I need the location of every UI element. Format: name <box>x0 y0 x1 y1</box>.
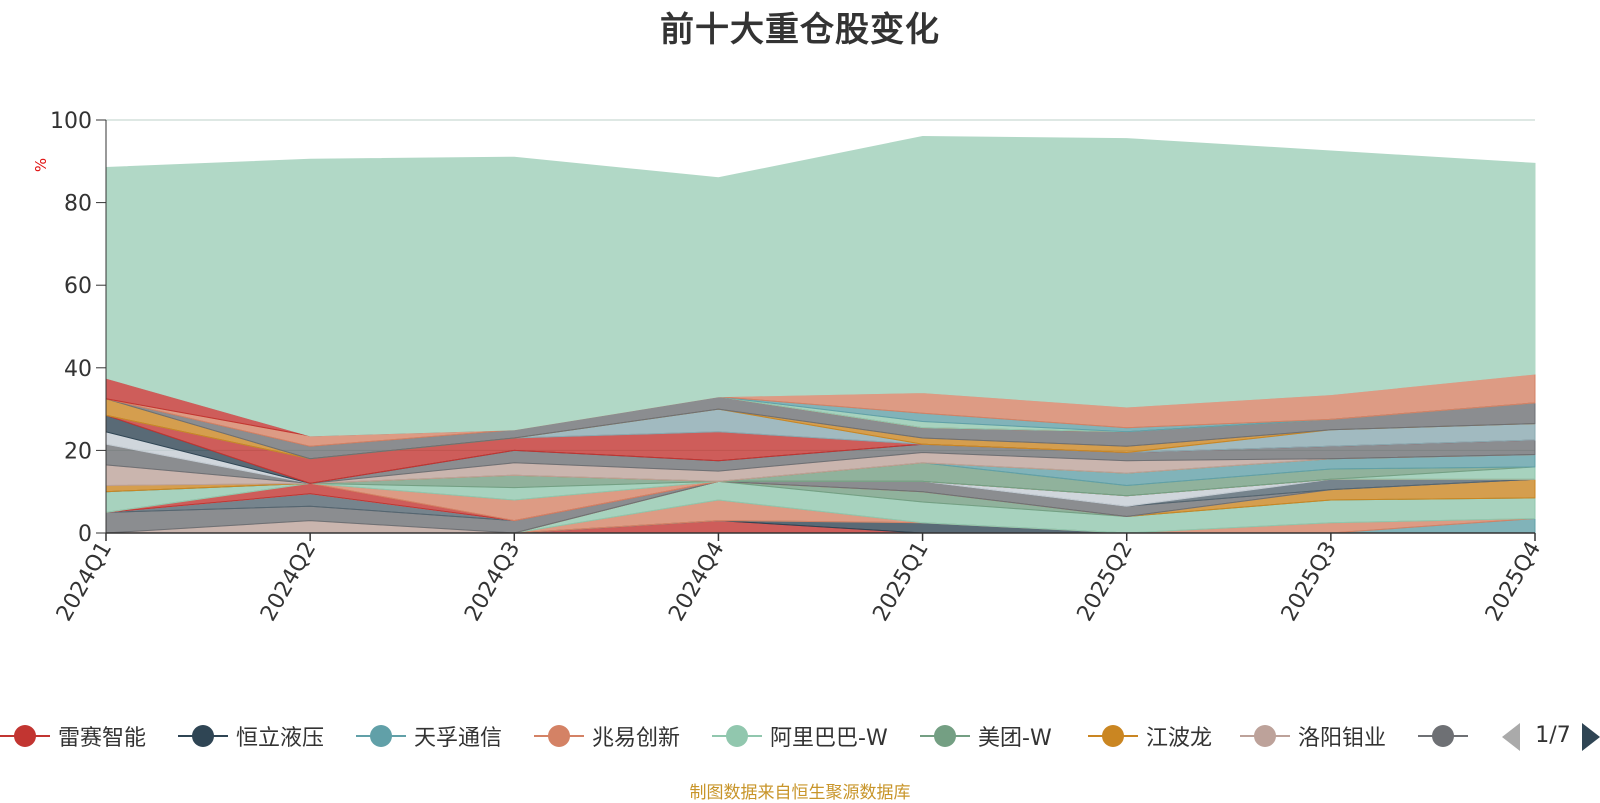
legend-marker-icon <box>356 725 406 747</box>
legend-marker-icon <box>920 725 970 747</box>
legend-marker-icon <box>178 725 228 747</box>
legend-label: 兆易创新 <box>592 726 681 751</box>
stacked-area-chart: 0 20 40 60 80 100 2024Q1 2024Q2 2024Q3 2024Q4 2025… <box>32 109 1546 626</box>
legend-page-indicator: 1/7 <box>1535 723 1571 748</box>
x-tick-label: 2025Q4 <box>1481 538 1546 626</box>
legend-marker-icon <box>1088 725 1138 747</box>
legend-item[interactable]: 美的集团 <box>1418 712 1472 760</box>
legend-pager: 1/7 <box>1500 720 1600 752</box>
y-tick-label: 100 <box>50 109 92 134</box>
x-tick-label: 2024Q1 <box>52 538 117 626</box>
y-tick-label: 60 <box>64 274 92 299</box>
legend-items: 雷赛智能 恒立液压 天孚通信 兆易创新 阿里巴巴-W 美团-W 江波龙 洛阳钼业 美的集团 <box>0 712 1472 760</box>
legend-item[interactable]: 兆易创新 <box>534 712 680 760</box>
legend-label: 恒立液压 <box>236 726 325 751</box>
y-tick-label: 40 <box>64 357 92 382</box>
legend-label: 雷赛智能 <box>58 726 147 751</box>
legend-item[interactable]: 阿里巴巴-W <box>712 712 888 760</box>
source-note: 制图数据来自恒生聚源数据库 <box>689 783 911 803</box>
legend-label: 天孚通信 <box>414 726 503 751</box>
x-tick-label: 2025Q2 <box>1073 538 1138 626</box>
legend-marker-icon <box>1418 725 1468 747</box>
legend-marker-icon <box>1240 725 1290 747</box>
legend-item[interactable]: 美团-W <box>920 712 1052 760</box>
legend-item[interactable]: 江波龙 <box>1088 712 1212 760</box>
legend-item[interactable]: 雷赛智能 <box>0 712 146 760</box>
x-tick-label: 2024Q3 <box>460 538 525 626</box>
legend-item[interactable]: 恒立液压 <box>178 712 324 760</box>
legend-label: 洛阳钼业 <box>1298 726 1387 751</box>
legend-marker-icon <box>534 725 584 747</box>
x-tick-label: 2025Q1 <box>868 538 933 626</box>
legend-prev-page-icon[interactable] <box>1502 723 1520 751</box>
legend-label: 江波龙 <box>1146 726 1213 751</box>
x-tick-label: 2024Q4 <box>664 538 729 626</box>
x-tick-label: 2025Q3 <box>1277 538 1342 626</box>
legend-item[interactable]: 天孚通信 <box>356 712 502 760</box>
y-tick-label: 0 <box>78 522 92 547</box>
y-axis-unit-label: % <box>32 158 50 172</box>
legend-item[interactable]: 洛阳钼业 <box>1240 712 1386 760</box>
area-series-31[interactable] <box>105 135 1536 437</box>
legend-label: 美团-W <box>978 726 1052 751</box>
legend-next-page-icon[interactable] <box>1582 723 1600 751</box>
area-series-group[interactable] <box>105 135 1536 534</box>
y-tick-label: 80 <box>64 192 92 217</box>
y-tick-label: 20 <box>64 439 92 464</box>
chart-title: 前十大重仓股变化 <box>660 10 940 50</box>
legend: 雷赛智能 恒立液压 天孚通信 兆易创新 阿里巴巴-W 美团-W 江波龙 洛阳钼业 美的集团 1/… <box>0 712 1600 760</box>
legend-label: 阿里巴巴-W <box>770 726 888 751</box>
legend-marker-icon <box>0 725 50 747</box>
x-tick-label: 2024Q2 <box>256 538 321 626</box>
legend-marker-icon <box>712 725 762 747</box>
